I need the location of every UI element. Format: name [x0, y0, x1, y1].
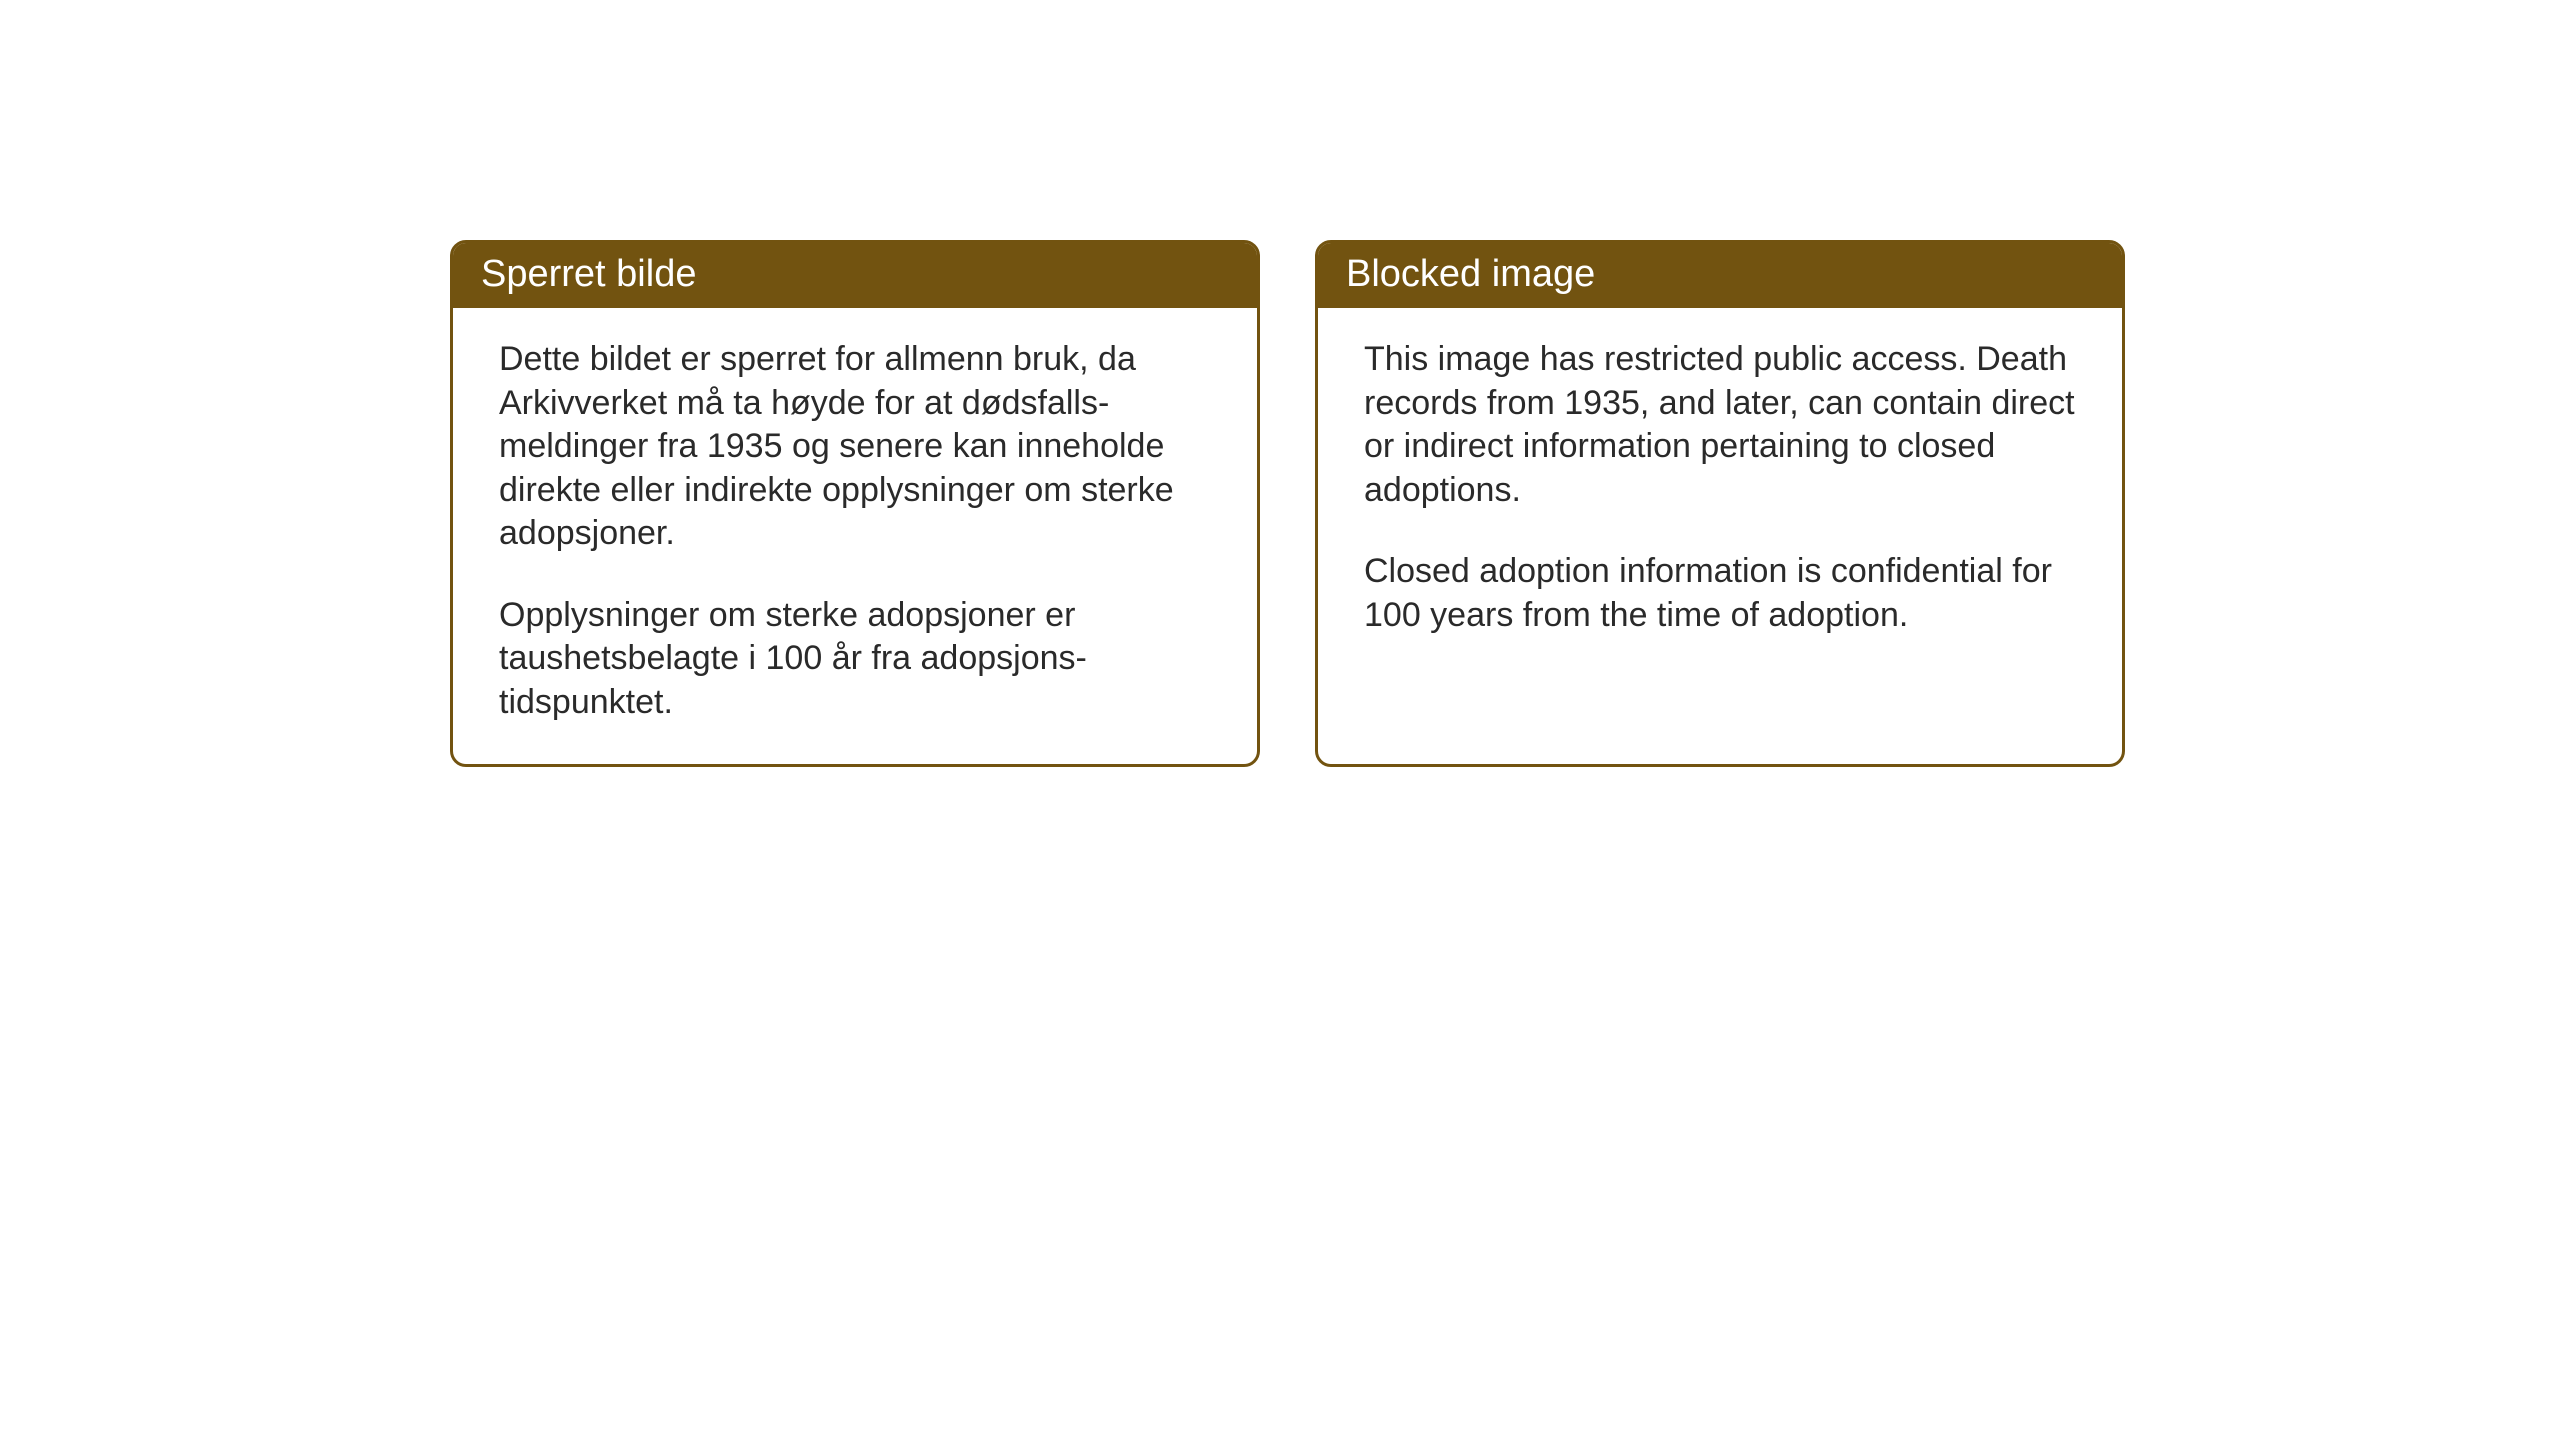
card-norwegian-body: Dette bildet er sperret for allmenn bruk…	[453, 308, 1257, 764]
card-norwegian-paragraph-1: Dette bildet er sperret for allmenn bruk…	[499, 338, 1211, 556]
card-norwegian: Sperret bilde Dette bildet er sperret fo…	[450, 240, 1260, 767]
card-english-paragraph-2: Closed adoption information is confident…	[1364, 550, 2076, 637]
card-english-paragraph-1: This image has restricted public access.…	[1364, 338, 2076, 512]
card-norwegian-paragraph-2: Opplysninger om sterke adopsjoner er tau…	[499, 594, 1211, 725]
card-english: Blocked image This image has restricted …	[1315, 240, 2125, 767]
cards-container: Sperret bilde Dette bildet er sperret fo…	[450, 240, 2125, 767]
card-norwegian-header: Sperret bilde	[453, 243, 1257, 308]
card-english-body: This image has restricted public access.…	[1318, 308, 2122, 677]
card-english-header: Blocked image	[1318, 243, 2122, 308]
